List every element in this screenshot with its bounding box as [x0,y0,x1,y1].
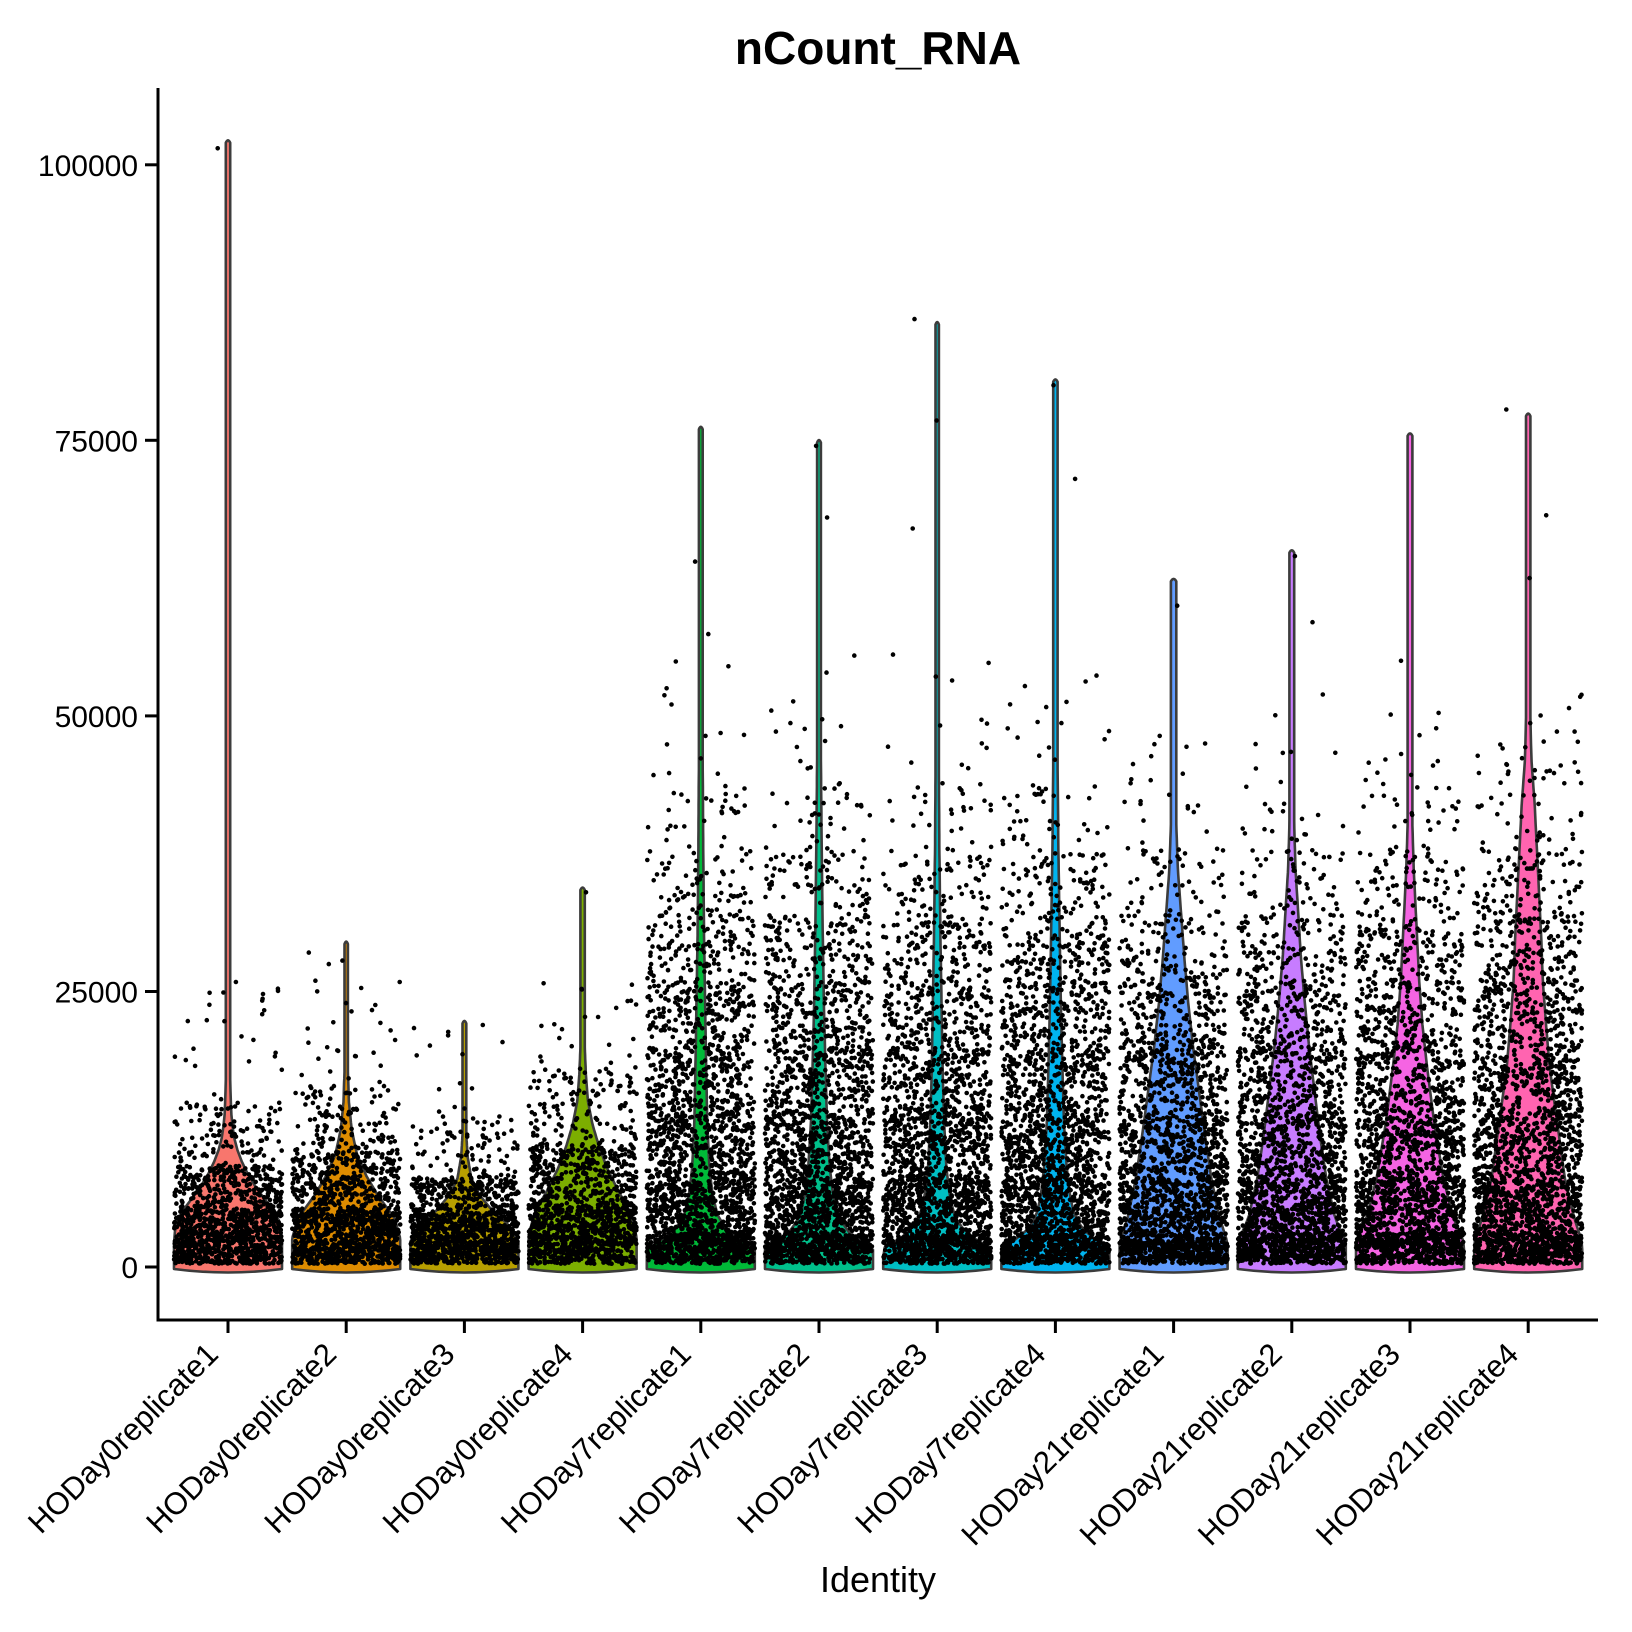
violin-HODay7replicate4 [1000,378,1111,1274]
axis-lines [156,88,1598,1322]
jitter-points-HODay0replicate1 [171,146,285,1266]
y-tick-label: 50000 [55,701,138,734]
y-tick-label: 0 [121,1252,138,1285]
jitter-points-HODay7replicate2 [762,443,876,1266]
jitter-points-HODay7replicate3 [881,316,994,1266]
jitter-points-HODay7replicate4 [999,382,1112,1266]
y-tick-label: 100000 [38,150,138,183]
jitter-points-HODay0replicate4 [526,890,639,1266]
x-axis-title: Identity [820,1559,936,1600]
y-tick-label: 75000 [55,425,138,458]
jitter-points-HODay21replicate2 [1235,553,1349,1266]
violin-HODay0replicate1 [172,139,284,1274]
jitter-points-HODay0replicate3 [408,1022,521,1266]
x-tick-label-HODay21replicate3: HODay21replicate3 [1191,1336,1407,1552]
x-tick-label-HODay21replicate1: HODay21replicate1 [955,1336,1171,1552]
jitter-points-HODay21replicate4 [1471,407,1585,1266]
x-tick-labels: HODay0replicate1HODay0replicate2HODay0re… [21,1336,1525,1552]
jitter-points-HODay21replicate1 [1117,603,1230,1266]
jitter-points-layer [171,146,1585,1266]
jitter-points-HODay7replicate1 [644,559,758,1266]
y-tick-labels: 0 25000 50000 75000 100000 [38,150,138,1285]
violin-HODay7replicate2 [763,438,875,1274]
violin-HODay21replicate3 [1354,432,1466,1274]
x-tick-label-HODay21replicate4: HODay21replicate4 [1309,1336,1525,1552]
jitter-points-HODay0replicate2 [290,950,403,1266]
plot-title: nCount_RNA [735,22,1021,74]
axes-layer [145,88,1598,1333]
y-tick-label: 25000 [55,977,138,1010]
jitter-points-HODay21replicate3 [1353,658,1467,1266]
x-tick-label-HODay21replicate2: HODay21replicate2 [1073,1336,1289,1552]
